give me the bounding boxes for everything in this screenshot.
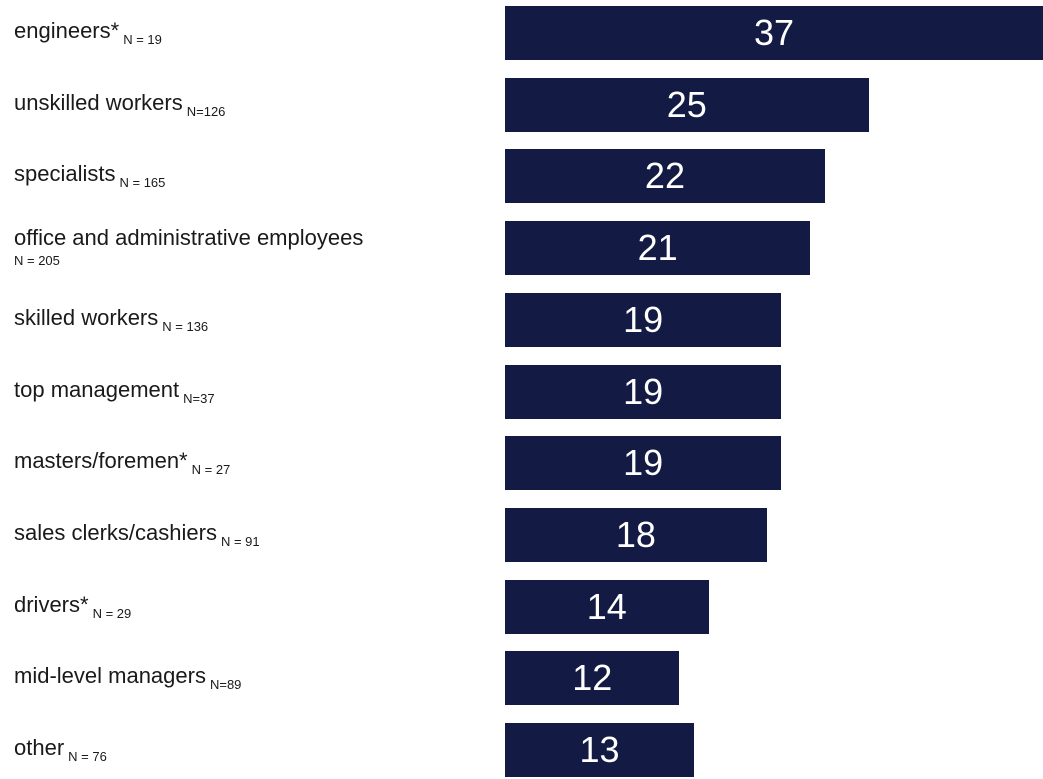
bar-value-label: 12 <box>572 657 613 699</box>
category-label: office and administrative employees N = 2… <box>14 225 494 268</box>
category-name: unskilled workers <box>14 89 183 115</box>
bar-row: mid-level managers N=89 12 <box>0 651 1043 707</box>
category-label: drivers* N = 29 <box>14 592 494 627</box>
bar-value-label: 18 <box>615 513 656 555</box>
bar-value-label: 19 <box>623 370 664 412</box>
sample-size-label: N = 91 <box>220 533 260 549</box>
bar-row: skilled workers N = 136 19 <box>0 292 1043 349</box>
category-name: other <box>14 735 65 760</box>
bar: 19 <box>505 364 782 419</box>
bar-row: sales clerks/cashiers N = 91 18 <box>0 507 1043 564</box>
category-name: masters/foremen* <box>14 448 188 474</box>
category-label: other N = 76 <box>14 735 494 770</box>
bar: 13 <box>505 723 695 777</box>
sample-size-label: N = 205 <box>14 253 60 269</box>
category-label: skilled workers N = 136 <box>14 305 494 340</box>
category-name: engineers* <box>14 18 120 43</box>
bar-value-label: 19 <box>623 298 664 340</box>
category-name: office and administrative employees <box>14 225 364 251</box>
category-label: unskilled workers N=126 <box>14 90 494 125</box>
category-name: specialists <box>14 161 116 187</box>
bar-row: top management N=37 19 <box>0 364 1043 421</box>
bar-row: specialists N = 165 22 <box>0 149 1043 205</box>
sample-size-label: N=126 <box>186 103 226 119</box>
category-label: specialists N = 165 <box>14 161 494 196</box>
bar-value-label: 21 <box>637 227 678 269</box>
bar-row: other N = 76 13 <box>0 723 1043 779</box>
bar-row: unskilled workers N=126 25 <box>0 77 1043 134</box>
sample-size-label: N = 76 <box>68 749 107 764</box>
category-name: top management <box>14 376 180 402</box>
category-name: skilled workers <box>14 304 159 330</box>
category-label: masters/foremen* N = 27 <box>14 448 494 483</box>
category-label: sales clerks/cashiers N = 91 <box>14 520 494 555</box>
bar-value-label: 13 <box>579 729 620 770</box>
sample-size-label: N = 29 <box>92 605 132 621</box>
bar-value-label: 22 <box>644 155 685 197</box>
category-label: top management N=37 <box>14 377 494 412</box>
bar: 19 <box>505 436 782 491</box>
sample-size-label: N=37 <box>183 390 215 406</box>
bar-row: masters/foremen* N = 27 19 <box>0 436 1043 492</box>
bar: 14 <box>505 579 709 634</box>
bar-value-label: 19 <box>623 442 664 484</box>
bar-row: engineers* N = 19 37 <box>0 6 1043 62</box>
sample-size-label: N = 19 <box>123 32 162 47</box>
sample-size-label: N=89 <box>209 677 242 693</box>
category-label: mid-level managers N=89 <box>14 663 494 698</box>
category-label: engineers* N = 19 <box>14 18 494 53</box>
sample-size-label: N = 136 <box>162 318 209 334</box>
category-name: sales clerks/cashiers <box>14 519 217 545</box>
bar-value-label: 14 <box>586 585 627 627</box>
sample-size-label: N = 27 <box>191 462 231 478</box>
bar-row: drivers* N = 29 14 <box>0 579 1043 636</box>
bar-value-label: 25 <box>666 83 707 125</box>
category-name: mid-level managers <box>14 663 206 689</box>
bar: 37 <box>505 6 1043 60</box>
bar-row: office and administrative employees N = 2… <box>0 221 1043 277</box>
bar: 19 <box>505 292 782 347</box>
bar: 25 <box>505 77 869 132</box>
sample-size-label: N = 165 <box>119 175 166 191</box>
bar: 21 <box>505 221 811 276</box>
bar: 12 <box>505 651 680 706</box>
bar: 18 <box>505 507 767 562</box>
bar-value-label: 37 <box>753 12 795 53</box>
category-name: drivers* <box>14 591 89 617</box>
bar: 22 <box>505 149 825 204</box>
